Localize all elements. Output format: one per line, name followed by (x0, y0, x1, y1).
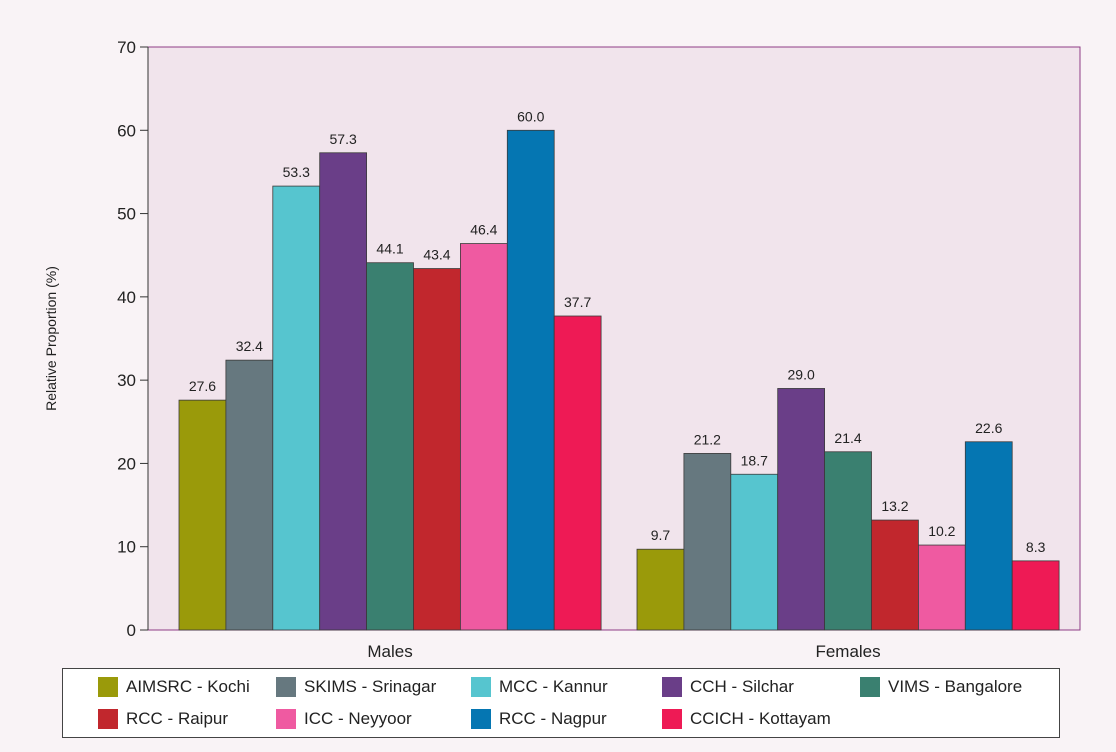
bar-males-6 (459, 243, 508, 631)
legend-label: VIMS - Bangalore (888, 677, 1023, 696)
legend-item: ICC - Neyyoor (276, 709, 412, 729)
data-label: 27.6 (189, 378, 216, 394)
bar-females-4 (824, 451, 872, 631)
legend-label: CCH - Silchar (690, 677, 794, 696)
bar-males-1 (225, 359, 274, 631)
category-label: Males (367, 642, 412, 661)
legend-label: CCICH - Kottayam (690, 709, 831, 728)
data-label: 46.4 (470, 222, 497, 238)
bar-males-8 (553, 315, 602, 631)
data-label: 10.2 (928, 523, 955, 539)
category-label: Females (815, 642, 880, 661)
y-tick-label: 60 (117, 121, 136, 140)
legend-item: AIMSRC - Kochi (98, 677, 250, 697)
legend-swatch (98, 677, 118, 697)
bars-group (178, 129, 1060, 631)
data-label: 32.4 (236, 338, 263, 354)
bar-females-7 (964, 441, 1013, 631)
legend-item: CCH - Silchar (662, 677, 794, 697)
legend-item: CCICH - Kottayam (662, 709, 831, 729)
legend-label: SKIMS - Srinagar (304, 677, 437, 696)
legend-label: MCC - Kannur (499, 677, 608, 696)
y-tick-label: 70 (117, 38, 136, 57)
bar-females-0 (636, 548, 685, 631)
bar-females-3 (777, 388, 826, 631)
y-tick-label: 10 (117, 538, 136, 557)
y-tick-label: 30 (117, 371, 136, 390)
legend-label: RCC - Nagpur (499, 709, 607, 728)
data-label: 37.7 (564, 294, 591, 310)
bar-males-4 (366, 262, 414, 631)
data-label: 43.4 (423, 247, 450, 263)
bar-males-3 (319, 152, 368, 631)
legend-item: RCC - Raipur (98, 709, 228, 729)
data-label: 22.6 (975, 420, 1002, 436)
legend-swatch (276, 677, 296, 697)
data-label: 21.2 (694, 431, 721, 447)
legend-label: ICC - Neyyoor (304, 709, 412, 728)
y-tick-label: 20 (117, 454, 136, 473)
y-axis: 0 10 20 30 40 50 60 70 (117, 38, 148, 640)
legend-swatch (98, 709, 118, 729)
legend-label: AIMSRC - Kochi (126, 677, 250, 696)
data-label: 60.0 (517, 108, 544, 124)
data-label: 8.3 (1026, 539, 1046, 555)
data-label: 21.4 (834, 430, 861, 446)
data-label: 18.7 (741, 452, 768, 468)
bar-females-6 (918, 544, 966, 631)
bar-females-1 (683, 453, 732, 631)
y-tick-label: 50 (117, 205, 136, 224)
data-label: 53.3 (283, 164, 310, 180)
legend-swatch (662, 677, 682, 697)
legend: AIMSRC - Kochi SKIMS - Srinagar MCC - Kann… (62, 668, 1060, 738)
legend-swatch (276, 709, 296, 729)
legend-swatch (860, 677, 880, 697)
data-label: 13.2 (881, 498, 908, 514)
legend-label: RCC - Raipur (126, 709, 229, 728)
bar-males-0 (178, 399, 227, 631)
bar-males-2 (272, 185, 321, 631)
bar-females-5 (871, 519, 919, 631)
bar-females-2 (730, 473, 779, 631)
bar-males-5 (413, 268, 461, 631)
data-label: 9.7 (651, 527, 671, 543)
y-tick-label: 40 (117, 288, 136, 307)
legend-swatch (471, 709, 491, 729)
y-axis-title: Relative Proportion (%) (43, 266, 59, 411)
bar-males-7 (506, 129, 555, 631)
bar-females-8 (1011, 560, 1060, 631)
legend-item: SKIMS - Srinagar (276, 677, 436, 697)
legend-swatch (471, 677, 491, 697)
y-tick-label: 0 (127, 621, 136, 640)
legend-swatch (662, 709, 682, 729)
legend-item: VIMS - Bangalore (860, 677, 1022, 697)
data-label: 44.1 (376, 241, 403, 257)
data-label: 29.0 (788, 366, 815, 382)
legend-item: RCC - Nagpur (471, 709, 607, 729)
category-labels-group: Males Females (367, 642, 880, 661)
data-labels-group: 27.6 32.4 53.3 57.3 44.1 43.4 46.4 60.0 37.7 9.7 2… (189, 108, 1046, 555)
data-label: 57.3 (330, 131, 357, 147)
legend-item: MCC - Kannur (471, 677, 608, 697)
